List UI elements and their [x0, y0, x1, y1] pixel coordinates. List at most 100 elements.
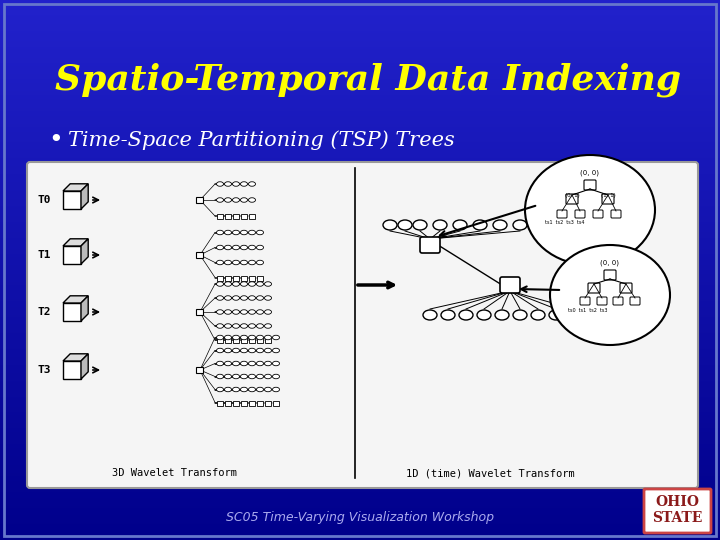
Ellipse shape — [264, 387, 271, 392]
Bar — [0, 462, 720, 463]
Bar — [0, 392, 720, 393]
Bar — [0, 127, 720, 128]
Bar — [0, 260, 720, 261]
Bar — [0, 381, 720, 382]
Bar — [0, 453, 720, 454]
Bar — [0, 97, 720, 98]
Bar — [0, 159, 720, 160]
Bar — [0, 255, 720, 256]
Bar — [0, 425, 720, 426]
Ellipse shape — [233, 282, 240, 286]
Bar — [0, 457, 720, 458]
Bar — [0, 402, 720, 403]
Bar — [0, 125, 720, 126]
Bar — [0, 89, 720, 90]
Bar — [0, 272, 720, 273]
Bar — [0, 502, 720, 503]
Polygon shape — [81, 184, 89, 209]
Bar — [0, 385, 720, 386]
Bar — [0, 193, 720, 194]
Bar — [0, 478, 720, 479]
Bar — [0, 186, 720, 187]
Bar — [0, 66, 720, 67]
Bar — [0, 419, 720, 420]
Ellipse shape — [233, 230, 240, 235]
Bar — [0, 219, 720, 220]
Bar — [0, 299, 720, 300]
Bar — [0, 290, 720, 291]
Text: 3D Wavelet Transform: 3D Wavelet Transform — [112, 468, 238, 478]
FancyBboxPatch shape — [557, 210, 567, 218]
Bar — [0, 87, 720, 88]
Bar — [0, 367, 720, 368]
Bar — [0, 293, 720, 294]
Bar — [0, 317, 720, 318]
Bar — [0, 106, 720, 107]
Bar — [0, 8, 720, 9]
Bar — [0, 449, 720, 450]
Bar — [0, 337, 720, 338]
Bar — [0, 503, 720, 504]
Bar — [0, 371, 720, 372]
Ellipse shape — [233, 387, 240, 392]
Ellipse shape — [233, 198, 240, 202]
Bar — [0, 203, 720, 204]
Bar — [0, 226, 720, 227]
Ellipse shape — [248, 387, 256, 392]
Bar — [0, 0, 720, 1]
Ellipse shape — [248, 282, 256, 286]
Bar — [0, 9, 720, 10]
Bar — [0, 99, 720, 100]
Text: ts1  ts2  ts3  ts4: ts1 ts2 ts3 ts4 — [545, 220, 585, 226]
Bar — [0, 132, 720, 133]
Bar — [0, 442, 720, 443]
Polygon shape — [63, 184, 89, 191]
Bar — [0, 506, 720, 507]
Bar — [0, 138, 720, 139]
Bar — [196, 367, 203, 373]
Ellipse shape — [217, 387, 223, 392]
Bar — [0, 279, 720, 280]
Bar — [0, 421, 720, 422]
Bar — [0, 134, 720, 135]
Bar — [0, 171, 720, 172]
Ellipse shape — [423, 310, 437, 320]
Bar — [0, 145, 720, 146]
Bar — [0, 491, 720, 492]
Bar — [0, 527, 720, 528]
Bar — [0, 363, 720, 364]
Bar — [0, 408, 720, 409]
Ellipse shape — [264, 282, 271, 286]
Bar — [0, 247, 720, 248]
Bar — [0, 223, 720, 224]
Bar — [0, 374, 720, 375]
Bar — [0, 166, 720, 167]
Ellipse shape — [513, 220, 527, 230]
Bar — [0, 286, 720, 287]
Bar — [0, 321, 720, 322]
Bar — [0, 311, 720, 312]
Ellipse shape — [248, 310, 256, 314]
Bar — [0, 273, 720, 274]
Bar — [0, 358, 720, 359]
Text: Time-Space Partitioning (TSP) Trees: Time-Space Partitioning (TSP) Trees — [68, 130, 455, 150]
Bar — [0, 483, 720, 484]
Bar — [0, 1, 720, 2]
Ellipse shape — [272, 361, 279, 366]
Bar — [0, 481, 720, 482]
Bar — [0, 13, 720, 14]
Ellipse shape — [233, 374, 240, 379]
Bar — [0, 489, 720, 490]
Bar — [0, 424, 720, 425]
Ellipse shape — [264, 335, 271, 340]
Bar — [0, 415, 720, 416]
Bar — [0, 154, 720, 155]
Bar — [0, 352, 720, 353]
Ellipse shape — [264, 296, 271, 300]
Bar — [0, 82, 720, 83]
Bar — [0, 438, 720, 439]
Bar — [0, 432, 720, 433]
Bar — [0, 414, 720, 415]
Bar — [0, 180, 720, 181]
Ellipse shape — [225, 387, 232, 392]
